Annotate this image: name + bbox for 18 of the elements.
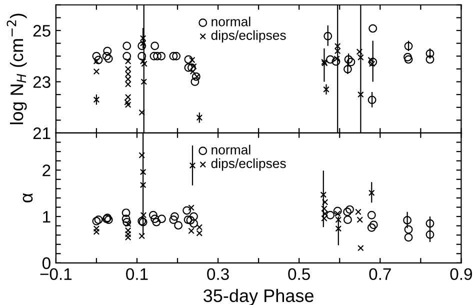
legend-label: normal — [212, 16, 250, 26]
y-tick-label: 0 — [42, 257, 50, 270]
legend-label: normal — [212, 144, 250, 154]
x-tick-label: 0.7 — [369, 268, 391, 280]
x-tick-label: 0.3 — [207, 268, 229, 280]
x-tick-label: −0.1 — [40, 268, 72, 280]
x-tick-label: 0.1 — [126, 268, 148, 280]
legend-label: dips/eclipses — [211, 158, 286, 171]
y-axis-title: log N$_{H}$ (cm$^{−2}$) — [6, 14, 27, 124]
y-tick-label: 1 — [43, 211, 50, 223]
y-tick-label: 23 — [33, 76, 50, 88]
legend-label: dips/eclipses — [211, 30, 286, 43]
y-tick-label: 21 — [33, 127, 50, 140]
y-tick-label: 25 — [33, 24, 50, 37]
y-tick-label: 2 — [42, 164, 50, 176]
x-tick-label: 0.5 — [288, 268, 310, 280]
x-tick-label: 0.9 — [450, 268, 472, 280]
y-axis-title: α — [22, 193, 33, 202]
